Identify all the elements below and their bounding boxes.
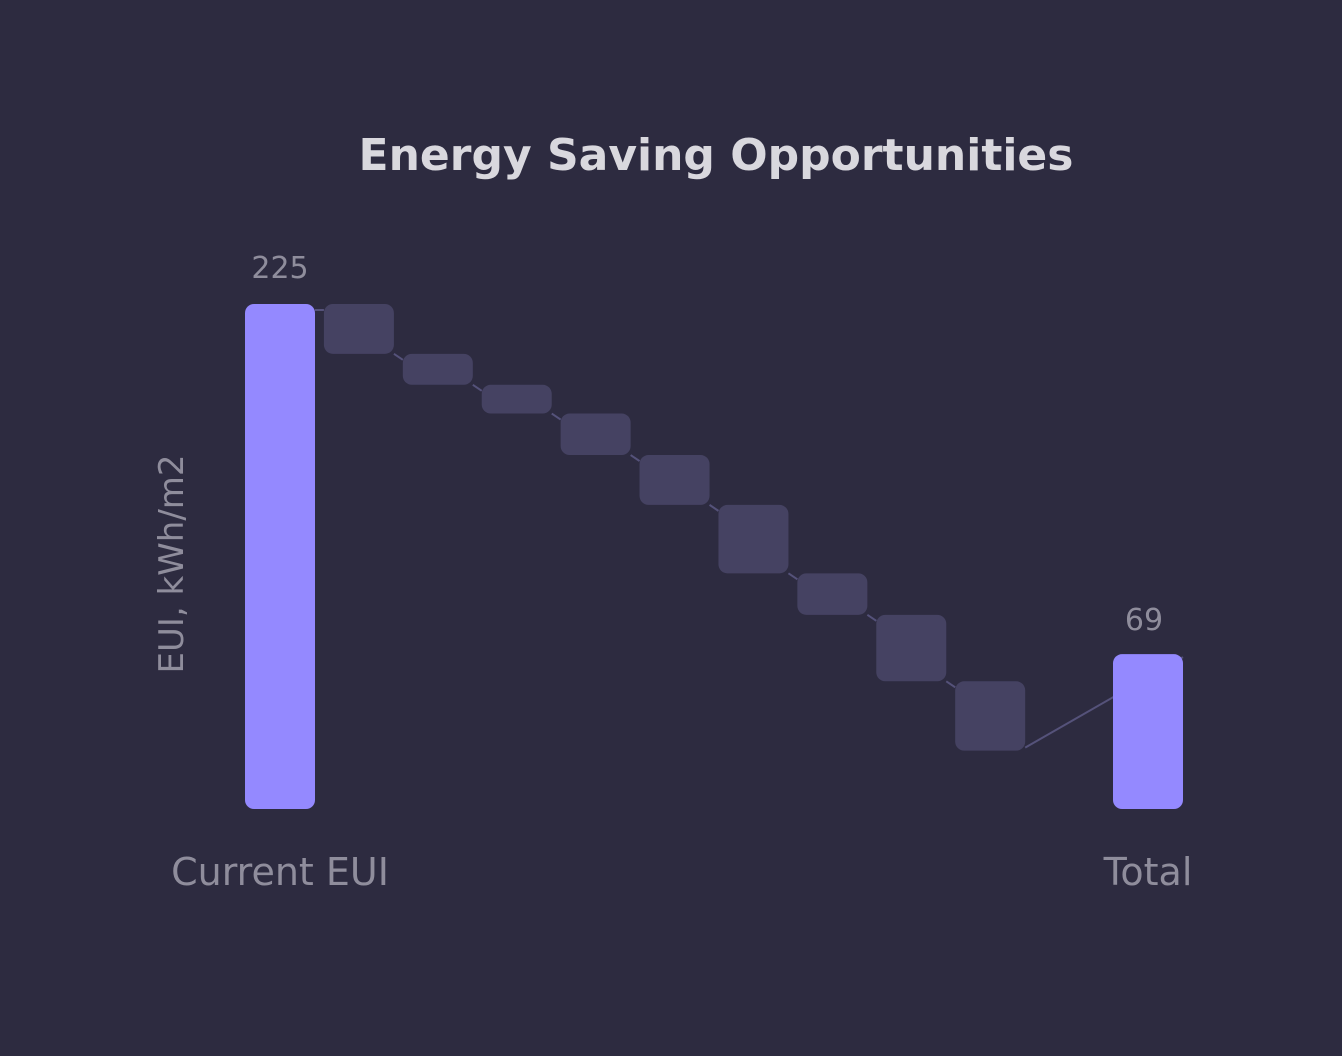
bar-saving-step-2 [402,353,473,385]
labels-group: 225 69 Current EUI Total [171,251,1192,894]
connector-line [472,383,483,392]
data-label-total: 69 [1125,603,1163,638]
bar-current-eui [245,304,315,809]
data-label-current-eui: 225 [251,251,308,286]
x-tick-label: Total [1103,850,1193,894]
bar-saving-step-5 [639,455,710,505]
bar-saving-step-8 [876,614,947,682]
connector-line [551,412,562,421]
bar-saving-step-1 [323,304,394,354]
connector-line [945,680,956,689]
bar-saving-step-3 [481,384,552,414]
bar-saving-step-7 [797,573,868,615]
connector-line [630,454,641,462]
chart-title: Energy Saving Opportunities [359,130,1074,181]
x-tick-label: Current EUI [171,850,389,894]
bar-saving-step-6 [718,504,789,574]
connector-line [866,614,877,622]
bar-total [1113,654,1183,809]
connector-line [708,504,720,512]
bars-group [245,304,1183,809]
bar-saving-step-4 [560,413,631,456]
bar-saving-step-9 [955,681,1026,751]
connector-line [393,352,404,361]
connector-line [787,572,798,581]
y-axis-label: EUI, kWh/m2 [152,454,192,673]
